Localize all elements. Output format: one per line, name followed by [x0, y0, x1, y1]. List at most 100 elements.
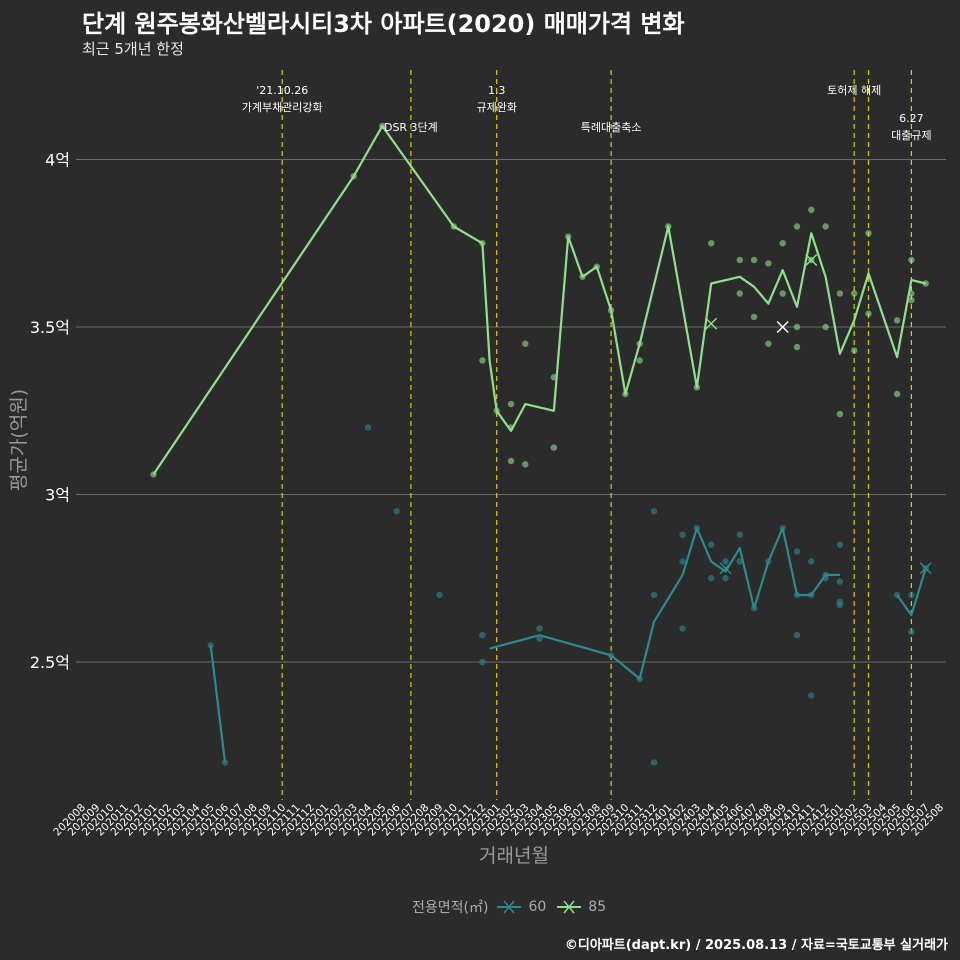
- data-point-60: [650, 508, 658, 515]
- legend-key-60-icon: [497, 900, 522, 914]
- data-point-85: [765, 260, 772, 267]
- event-label: '21.10.26: [256, 84, 308, 97]
- data-point-85: [522, 461, 529, 468]
- data-point-85: [550, 444, 558, 451]
- event-label: 특례대출축소: [581, 121, 642, 134]
- event-label: 6.27: [899, 112, 924, 125]
- data-point-85: [479, 357, 486, 364]
- legend-label-60: 60: [528, 899, 547, 915]
- chart-subtitle: 최근 5개년 한정: [82, 40, 184, 58]
- data-point-60: [436, 591, 443, 599]
- data-point-60: [908, 591, 915, 599]
- cross-marker-85: [776, 321, 789, 333]
- cross-marker-60: [719, 562, 732, 575]
- data-point-60: [722, 558, 729, 565]
- data-point-60: [479, 658, 486, 666]
- series-line-60: [209, 645, 227, 763]
- data-point-85: [507, 457, 515, 465]
- data-point-60: [536, 635, 543, 642]
- event-label: DSR 3단계: [384, 121, 438, 134]
- y-axis-title: 평균가(억원): [8, 389, 30, 491]
- data-point-60: [393, 508, 400, 515]
- data-point-60: [736, 558, 743, 565]
- data-point-85: [851, 290, 858, 297]
- legend-label-85: 85: [588, 899, 607, 915]
- data-point-60: [793, 548, 801, 555]
- data-point-60: [808, 692, 815, 699]
- data-point-85: [708, 240, 715, 247]
- grid-layer: [76, 159, 946, 663]
- data-point-85: [865, 230, 872, 237]
- data-point-85: [522, 340, 529, 347]
- x-axis-title: 거래년월: [479, 845, 549, 867]
- cross-marker-85: [805, 254, 818, 266]
- data-point-60: [836, 578, 844, 585]
- data-point-60: [908, 628, 915, 636]
- data-point-60: [793, 632, 801, 639]
- legend: 전용면적(㎡) 60 85: [412, 896, 616, 918]
- data-point-85: [779, 240, 786, 247]
- data-point-85: [750, 256, 758, 264]
- chart-title: 단계 원주봉화산벨라시티3차 아파트(2020) 매매가격 변화: [82, 10, 685, 38]
- data-point-60: [679, 531, 686, 538]
- legend-item-85: 85: [556, 899, 606, 915]
- data-point-85: [793, 223, 801, 230]
- data-point-85: [636, 357, 643, 364]
- data-point-85: [865, 310, 872, 317]
- data-point-85: [736, 290, 743, 297]
- legend-title: 전용면적(㎡): [412, 900, 489, 916]
- data-point-85: [836, 290, 844, 297]
- data-point-85: [793, 343, 801, 351]
- data-point-85: [507, 400, 515, 408]
- point-layer: [150, 122, 929, 766]
- series-line-85: [152, 124, 926, 476]
- data-point-60: [736, 531, 743, 538]
- data-point-60: [722, 575, 729, 582]
- series-line-60: [896, 567, 927, 617]
- data-point-60: [708, 575, 715, 582]
- event-label: 규제완화: [476, 101, 516, 114]
- data-point-85: [808, 206, 815, 213]
- data-point-60: [679, 558, 686, 565]
- data-point-85: [736, 256, 743, 264]
- data-point-60: [836, 541, 844, 548]
- data-point-60: [650, 591, 658, 599]
- y-tick-label: 2.5억: [30, 653, 70, 672]
- data-point-60: [808, 558, 815, 565]
- data-point-85: [822, 323, 829, 331]
- event-label: 토허제 해제: [827, 83, 881, 97]
- event-label: 대출규제: [891, 129, 931, 142]
- data-point-85: [822, 223, 829, 230]
- y-tick-label: 3.5억: [30, 318, 70, 337]
- data-point-85: [750, 313, 758, 321]
- data-point-85: [851, 347, 858, 354]
- line-layer: [152, 124, 927, 763]
- data-point-85: [893, 317, 901, 324]
- axis-layer: 2.5억3억3.5억4억2020082020092020102020112020…: [30, 151, 946, 839]
- data-point-85: [836, 410, 844, 418]
- data-point-85: [765, 340, 772, 347]
- source-caption: ©디아파트(dapt.kr) / 2025.08.13 / 자료=국토교통부 실…: [564, 938, 948, 953]
- y-tick-label: 4억: [45, 151, 70, 170]
- data-point-60: [479, 632, 486, 639]
- cross-marker-85: [705, 317, 718, 330]
- data-point-60: [708, 541, 715, 548]
- data-point-60: [207, 642, 214, 649]
- data-point-60: [364, 424, 372, 431]
- data-point-60: [836, 601, 844, 609]
- data-point-85: [908, 256, 915, 264]
- series-line-60: [489, 526, 840, 680]
- event-layer: [281, 70, 913, 800]
- legend-key-85-icon: [557, 900, 582, 914]
- data-point-60: [679, 625, 686, 632]
- data-point-60: [536, 625, 543, 632]
- cross-marker-60: [919, 562, 932, 575]
- legend-item-60: 60: [496, 899, 546, 915]
- data-point-85: [893, 390, 901, 398]
- data-point-85: [908, 297, 915, 304]
- marker-layer: [705, 254, 932, 575]
- data-point-85: [779, 290, 786, 297]
- event-label: 가계부채관리강화: [242, 101, 323, 114]
